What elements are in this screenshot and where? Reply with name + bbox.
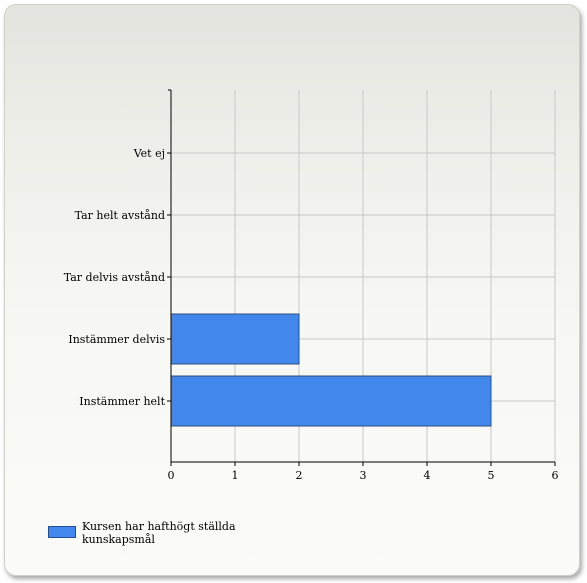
category-label: Tar helt avstånd — [75, 209, 165, 222]
legend-label: Kursen har hafthögt ställda kunskapsmål — [82, 520, 236, 546]
legend: Kursen har hafthögt ställda kunskapsmål — [48, 520, 242, 546]
legend-swatch — [48, 526, 76, 538]
x-tick-labels: 0 1 2 3 4 5 6 — [168, 469, 559, 482]
x-tick-label: 5 — [488, 469, 495, 482]
category-label: Tar delvis avstånd — [64, 271, 165, 284]
x-tick-label: 1 — [232, 469, 239, 482]
category-labels: Vet ej Tar helt avstånd Tar delvis avstånd… — [64, 147, 166, 408]
bar-3 — [170, 313, 300, 365]
x-tick-label: 2 — [296, 469, 303, 482]
bars — [170, 313, 492, 427]
axes — [167, 89, 556, 466]
x-tick-label: 4 — [424, 469, 431, 482]
bar-4 — [170, 375, 492, 427]
chart-panel — [4, 4, 580, 576]
category-label: Vet ej — [133, 147, 165, 160]
x-tick-label: 3 — [360, 469, 367, 482]
x-tick-label: 6 — [552, 469, 559, 482]
category-label: Instämmer delvis — [68, 333, 165, 346]
x-tick-label: 0 — [168, 469, 175, 482]
category-label: Instämmer helt — [79, 395, 165, 408]
